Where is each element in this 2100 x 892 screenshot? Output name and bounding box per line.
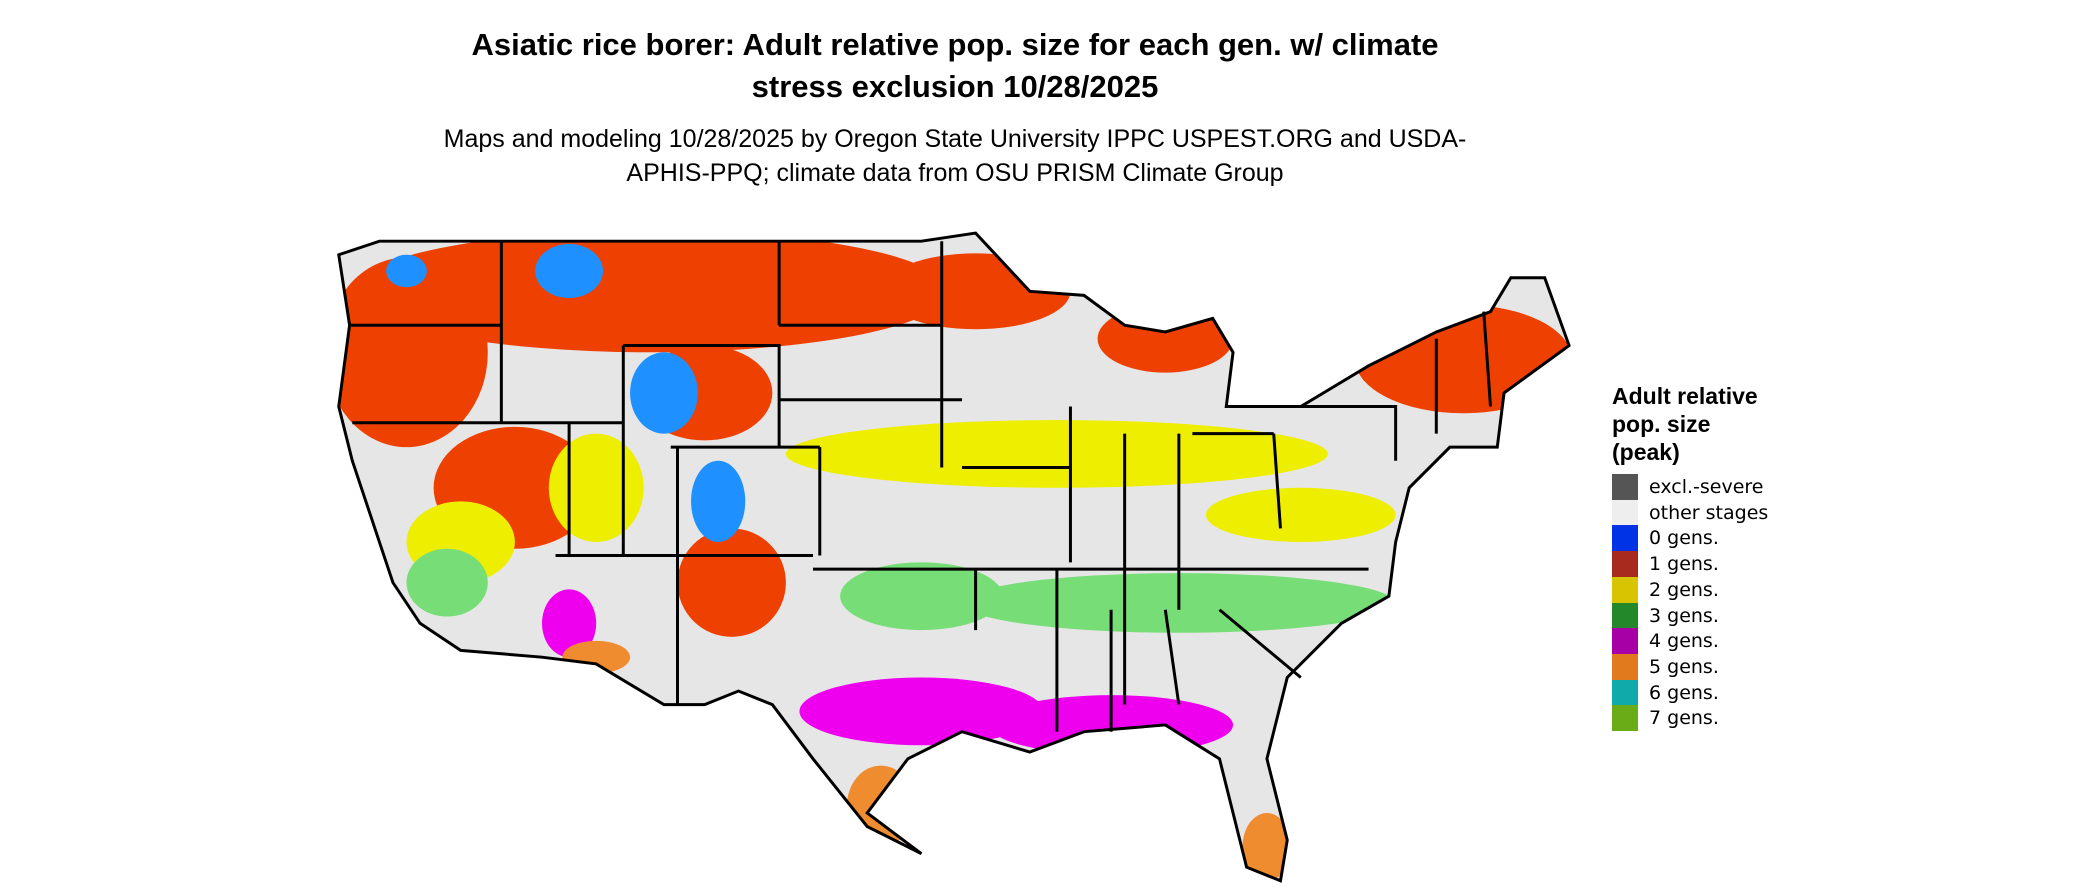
- legend-item: 5 gens.: [1612, 653, 1812, 680]
- map-title: Asiatic rice borer: Adult relative pop. …: [471, 27, 1439, 104]
- us-outline: [337, 231, 1571, 883]
- legend-label: other stages: [1649, 501, 1769, 524]
- legend-swatch: [1612, 679, 1638, 706]
- legend-item: 0 gens.: [1612, 525, 1812, 552]
- legend-swatch: [1612, 474, 1638, 500]
- region-2-gen: [1205, 487, 1396, 542]
- region-1-gen: [338, 257, 488, 448]
- legend-item: other stages: [1612, 499, 1812, 526]
- legend-label: 3 gens.: [1649, 604, 1719, 627]
- legend-item: 6 gens.: [1612, 679, 1812, 706]
- map-body: [337, 231, 1571, 883]
- legend-label: excl.-severe: [1649, 476, 1764, 498]
- legend-label: 6 gens.: [1649, 681, 1719, 704]
- region-1-gen: [1097, 304, 1234, 373]
- region-5-gen: [1242, 813, 1292, 881]
- legend-label: 1 gens.: [1649, 553, 1719, 576]
- legend-item: 7 gens.: [1612, 705, 1812, 732]
- region-0-gen: [630, 352, 698, 434]
- region-1-gen: [677, 528, 786, 637]
- legend-swatch: [1612, 576, 1638, 603]
- legend-swatch: [1612, 602, 1638, 629]
- legend-label: 2 gens.: [1649, 578, 1719, 601]
- region-0-gen: [386, 254, 427, 288]
- legend-swatch: [1612, 551, 1638, 578]
- legend-label: 0 gens.: [1649, 527, 1719, 550]
- legend-label: 5 gens.: [1649, 655, 1719, 678]
- state-borders: [337, 231, 1571, 883]
- legend-swatch: [1612, 653, 1638, 680]
- legend-label: 4 gens.: [1649, 630, 1719, 653]
- legend-swatch: [1612, 628, 1638, 655]
- region-4-gen: [542, 589, 597, 658]
- region-0-gen: [691, 460, 746, 542]
- legend-swatch: [1612, 525, 1638, 552]
- region-3-gen: [406, 548, 488, 617]
- legend-swatch: [1612, 705, 1638, 732]
- region-0-gen: [535, 243, 603, 299]
- legend-item: 4 gens.: [1612, 628, 1812, 655]
- region-2-gen: [548, 433, 644, 542]
- map-subtitle: Maps and modeling 10/28/2025 by Oregon S…: [443, 125, 1467, 187]
- legend-item: 1 gens.: [1612, 551, 1812, 578]
- legend-title: Adult relative pop. size (peak): [1612, 383, 1758, 465]
- region-2-gen: [785, 420, 1328, 488]
- map-regions: [338, 233, 1570, 881]
- legend-item: 3 gens.: [1612, 602, 1812, 629]
- legend-item: excl.-severe: [1612, 474, 1812, 500]
- region-4-gen: [799, 677, 1044, 746]
- region-3-gen: [840, 562, 1003, 631]
- region-5-gen: [562, 640, 631, 674]
- legend-item: 2 gens.: [1612, 576, 1812, 603]
- legend-label: 7 gens.: [1649, 707, 1719, 730]
- legend-swatch: [1612, 499, 1638, 526]
